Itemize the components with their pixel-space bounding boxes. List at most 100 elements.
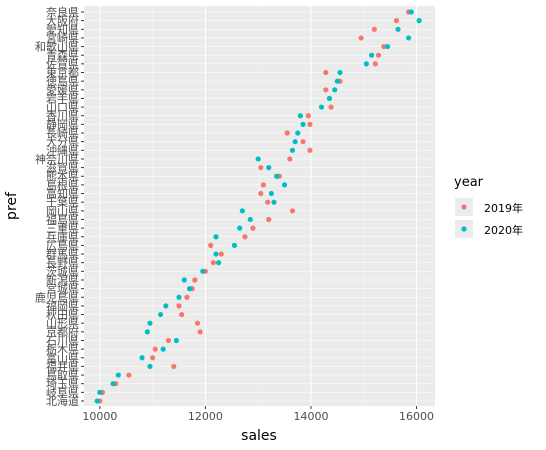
y-tick-label: 群馬県 — [46, 247, 79, 261]
data-point-2020 — [115, 372, 121, 378]
data-point-2020 — [297, 113, 304, 119]
data-point-2020 — [292, 139, 298, 145]
data-point-2020 — [213, 251, 219, 257]
y-tick-label: 長崎県 — [46, 126, 79, 140]
data-point-2019 — [328, 104, 334, 110]
data-point-2019 — [287, 156, 293, 162]
data-point-2020 — [239, 208, 245, 214]
data-point-2019 — [258, 190, 264, 197]
data-point-2020 — [147, 320, 153, 326]
data-point-2020 — [163, 303, 169, 309]
y-tick-label: 石川県 — [46, 334, 79, 347]
data-point-2020 — [186, 286, 193, 292]
y-tick-label: 和歌山県 — [35, 40, 79, 54]
data-point-2019 — [242, 234, 248, 240]
data-point-2020 — [384, 43, 391, 50]
legend-label-2019: 2019年 — [484, 201, 523, 215]
data-point-2019 — [152, 346, 158, 352]
y-tick-label: 岡山県 — [46, 205, 79, 218]
data-point-2019 — [194, 320, 201, 326]
data-point-2020 — [94, 398, 100, 404]
data-point-2019 — [358, 35, 364, 41]
data-point-2020 — [255, 156, 261, 162]
y-tick-label: 香川県 — [46, 110, 79, 123]
data-point-2020 — [332, 87, 338, 93]
data-point-2020 — [173, 337, 179, 344]
x-axis-ticks: 10000 12000 14000 16000 — [82, 406, 434, 423]
legend-label-2020: 2020年 — [484, 223, 523, 237]
data-point-2020 — [247, 216, 253, 223]
data-point-2020 — [144, 329, 150, 335]
data-point-2019 — [381, 43, 387, 50]
data-point-2019 — [289, 208, 296, 214]
data-point-2019 — [372, 61, 378, 67]
y-axis-title: pref — [4, 191, 20, 220]
y-tick-label: 徳島県 — [46, 74, 79, 88]
x-tick-label: 16000 — [399, 410, 434, 423]
data-point-2020 — [274, 173, 280, 179]
data-point-2019 — [250, 225, 256, 231]
data-point-2019 — [393, 18, 400, 24]
data-point-2020 — [147, 363, 153, 370]
y-tick-label: 熊本県 — [46, 169, 79, 183]
data-point-2020 — [271, 199, 277, 205]
data-point-2019 — [171, 363, 177, 370]
data-point-2019 — [305, 113, 311, 119]
y-tick-label: 鳥取県 — [46, 368, 79, 382]
data-point-2019 — [265, 199, 271, 205]
y-tick-label: 愛知県 — [46, 22, 79, 36]
y-tick-label: 愛媛県 — [46, 83, 79, 97]
data-point-2020 — [181, 277, 187, 283]
y-axis-ticks: 奈良県大阪府愛知県宮崎県和歌山県青森県佐賀県東京都徳島県愛媛県岩手県山口県香川県… — [35, 5, 84, 408]
data-point-2020 — [237, 225, 243, 231]
data-point-2020 — [395, 26, 401, 32]
data-point-2020 — [268, 190, 274, 197]
y-tick-label: 神奈川県 — [35, 152, 79, 166]
y-tick-label: 兵庫県 — [46, 230, 79, 244]
data-point-2019 — [126, 372, 132, 378]
legend-key-2019 — [461, 204, 467, 210]
y-tick-label: 滋賀県 — [46, 162, 79, 175]
y-tick-label: 福岡県 — [46, 299, 79, 313]
data-point-2019 — [208, 242, 214, 248]
y-tick-label: 沖縄県 — [46, 143, 79, 157]
x-axis-title: sales — [241, 428, 277, 444]
data-point-2020 — [97, 389, 103, 395]
y-tick-label: 福井県 — [46, 359, 79, 373]
data-point-2019 — [300, 139, 306, 145]
y-tick-label: 鹿児島県 — [35, 290, 79, 304]
data-points — [94, 9, 422, 404]
data-point-2020 — [231, 242, 238, 248]
data-point-2020 — [160, 346, 166, 352]
y-tick-label: 東京都 — [46, 66, 79, 80]
data-point-2019 — [165, 337, 172, 344]
y-tick-label: 奈良県 — [46, 5, 79, 19]
panel-background — [84, 6, 435, 406]
y-tick-label: 山口県 — [46, 101, 79, 114]
y-tick-label: 岩手県 — [46, 91, 79, 105]
data-point-2020 — [289, 147, 296, 153]
data-point-2020 — [215, 260, 222, 266]
data-point-2019 — [371, 26, 377, 32]
legend-key-2020 — [461, 226, 467, 232]
data-point-2020 — [200, 268, 206, 274]
data-point-2020 — [408, 9, 414, 15]
y-tick-label: 富山県 — [46, 351, 79, 365]
y-tick-label: 青森県 — [46, 48, 79, 62]
data-point-2020 — [176, 294, 182, 300]
y-tick-label: 千葉県 — [46, 195, 79, 209]
data-point-2020 — [110, 381, 116, 387]
y-tick-label: 新潟県 — [46, 273, 79, 287]
data-point-2020 — [295, 130, 301, 136]
x-tick-label: 14000 — [293, 410, 328, 423]
data-point-2019 — [307, 147, 313, 153]
y-tick-label: 広島県 — [46, 238, 79, 252]
data-point-2019 — [323, 69, 329, 76]
data-point-2019 — [192, 277, 198, 283]
data-point-2019 — [150, 355, 156, 361]
data-point-2020 — [300, 121, 306, 127]
y-tick-label: 長野県 — [46, 257, 79, 270]
data-point-2019 — [218, 251, 224, 257]
data-point-2020 — [266, 165, 272, 171]
